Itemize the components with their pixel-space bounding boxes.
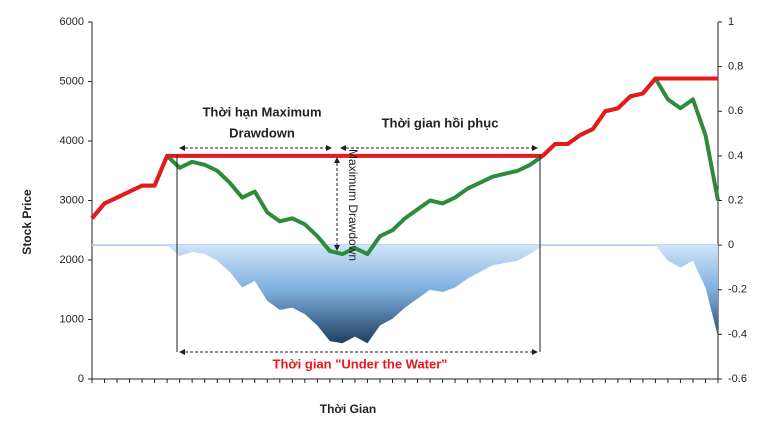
peak-line: [90, 76, 718, 220]
y2-tick-label: 0.6: [728, 105, 743, 117]
y-tick-label: 6000: [60, 16, 84, 28]
y-tick-label: 1000: [60, 313, 84, 325]
y2-tick-label: -0.4: [728, 328, 747, 340]
y2-tick-label: 0.2: [728, 194, 743, 206]
y2-tick-label: 0: [728, 239, 734, 251]
drawdown-area: [92, 245, 718, 344]
y-tick-label: 4000: [60, 135, 84, 147]
y-tick-label: 0: [78, 373, 84, 385]
annotation: Drawdown: [229, 125, 295, 140]
x-axis-label: Thời Gian: [320, 402, 377, 416]
y2-tick-label: -0.6: [728, 373, 747, 385]
y2-tick-label: 0.4: [728, 150, 743, 162]
annotation: Thời hạn Maximum: [202, 104, 321, 119]
annotation: Thời gian "Under the Water": [273, 356, 448, 371]
annotations: Thời hạn Maximum Drawdown Thời gian hồi …: [176, 104, 541, 371]
y2-tick-label: 0.8: [728, 61, 743, 73]
y2-tick-label: -0.2: [728, 284, 747, 296]
annotation: Thời gian hồi phục: [382, 115, 499, 130]
y-tick-label: 5000: [60, 75, 84, 87]
y-tick-label: 2000: [60, 254, 84, 266]
y2-tick-label: 1: [728, 16, 734, 28]
annotation: Maximum Drawdown: [346, 149, 360, 261]
y-axis-label: Stock Price: [20, 189, 34, 255]
plot-area: 0 1000 2000 3000 4000 5000 6000 -0.6 -0.4 -0.2 0 0.…: [60, 16, 747, 385]
y-tick-label: 3000: [60, 194, 84, 206]
